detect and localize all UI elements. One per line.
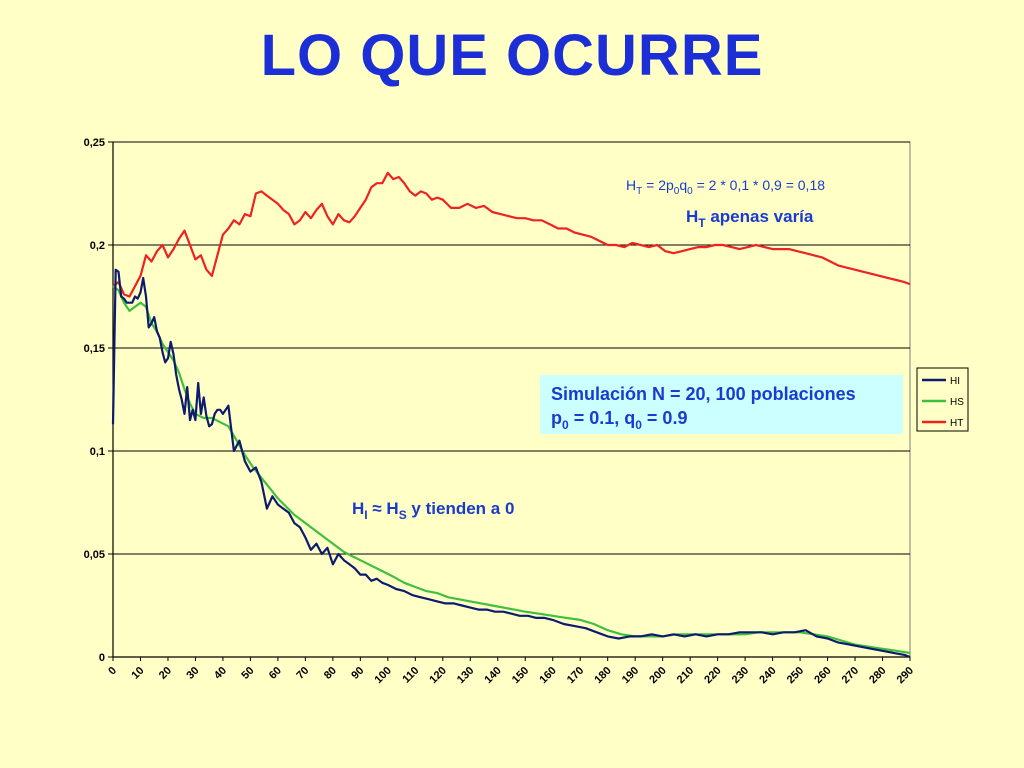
y-tick-label: 0,05 [84,549,105,561]
x-tick-label: 120 [427,665,448,686]
x-tick-label: 80 [322,665,339,682]
x-tick-label: 140 [482,665,503,686]
ht-formula-annotation: HT = 2p0q0 = 2 * 0,1 * 0,9 = 0,18 [626,177,825,197]
x-tick-label: 10 [129,665,146,682]
x-tick-label: 70 [294,665,311,682]
simulation-line-1: Simulación N = 20, 100 poblaciones [551,384,856,404]
x-tick-label: 260 [812,665,833,686]
legend: HI HS HT [916,367,969,432]
x-tick-label: 290 [895,665,916,686]
x-tick-label: 210 [675,665,696,686]
grid-lines [113,141,910,555]
simulation-info-box: Simulación N = 20, 100 poblaciones p0 = … [540,375,903,434]
legend-label-hi: HI [950,376,960,387]
series-line-hi [111,268,911,659]
x-tick-label: 90 [349,665,366,682]
simulation-box-background [540,375,903,434]
x-tick-label: 150 [510,665,531,686]
x-tick-label: 190 [620,665,641,686]
x-tick-label: 250 [785,665,806,686]
x-tick-label: 60 [267,665,284,682]
x-tick-label: 170 [565,665,586,686]
x-tick-label: 270 [840,665,861,686]
x-tick-label: 160 [537,665,558,686]
y-tick-label: 0,15 [84,343,105,355]
x-tick-label: 130 [455,665,476,686]
y-tick-label: 0 [99,652,105,664]
x-tick-label: 0 [106,665,119,678]
y-tick-label: 0,25 [84,137,105,149]
x-tick-label: 100 [372,665,393,686]
hi-hs-note-annotation: HI ≈ HS y tienden a 0 [352,499,514,522]
ht-note-annotation: HT apenas varía [686,207,814,230]
x-tick-label: 50 [239,665,256,682]
x-tick-label: 240 [757,665,778,686]
legend-box [916,367,969,432]
series-lines [111,171,911,659]
legend-label-hs: HS [950,397,964,408]
y-tick-label: 0,1 [90,446,105,458]
x-tick-label: 220 [702,665,723,686]
x-tick-label: 110 [400,665,421,686]
simulation-line-2: p0 = 0.1, q0 = 0.9 [551,408,687,432]
x-tick-label: 180 [592,665,613,686]
x-tick-label: 200 [647,665,668,686]
series-line-ht [112,171,911,298]
legend-label-ht: HT [950,418,963,429]
y-tick-label: 0,2 [90,240,105,252]
x-tick-label: 40 [212,665,229,682]
x-tick-label: 280 [867,665,888,686]
x-tick-label: 20 [157,665,174,682]
x-tick-label: 230 [730,665,751,686]
x-tick-label: 30 [184,665,201,682]
slide-title: LO QUE OCURRE [260,23,764,88]
